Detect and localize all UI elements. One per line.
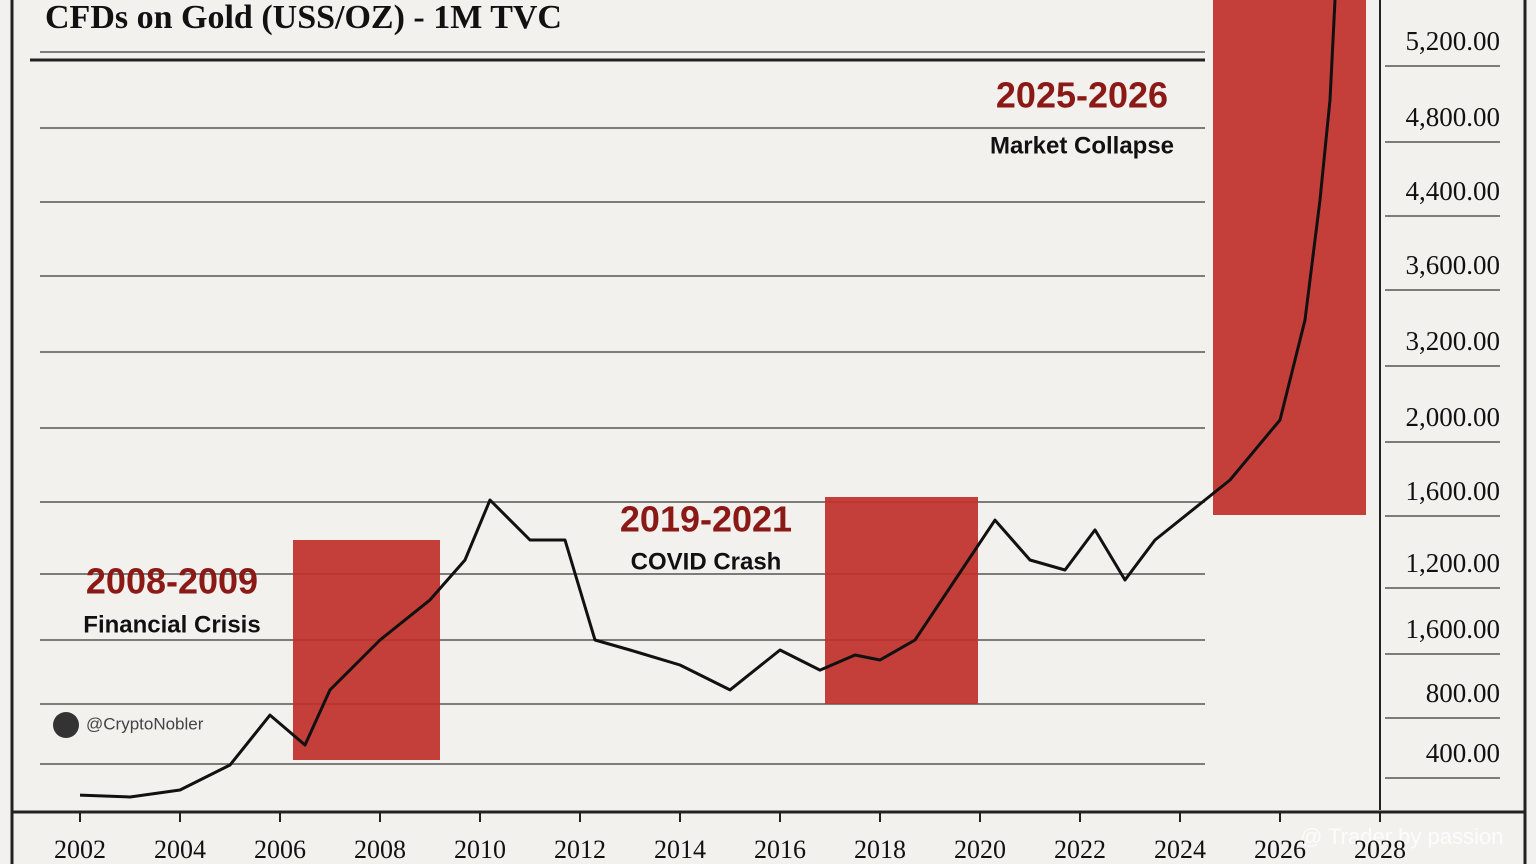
x-tick-label: 2020 (954, 835, 1006, 864)
x-tick-label: 2012 (554, 835, 606, 864)
x-tick-label: 2010 (454, 835, 506, 864)
x-tick-label: 2004 (154, 835, 206, 864)
y-tick-label: 3,600.00 (1406, 250, 1501, 280)
watermark: @CryptoNobler (86, 714, 204, 733)
x-tick-label: 2014 (654, 835, 706, 864)
y-tick-label: 2,000.00 (1406, 402, 1501, 432)
x-tick-label: 2024 (1154, 835, 1206, 864)
x-logo (53, 712, 79, 738)
grid (40, 51, 1500, 779)
annotation-text: COVID Crash (631, 548, 782, 575)
annotation-title: 2019-2021 (620, 499, 792, 540)
highlight-box (1213, 0, 1366, 515)
highlight-box (825, 497, 978, 704)
annotation-text: Financial Crisis (83, 611, 260, 638)
highlight-box (293, 540, 440, 760)
y-tick-label: 4,400.00 (1406, 176, 1501, 206)
y-tick-label: 1,600.00 (1406, 476, 1501, 506)
price-line (79, 0, 1337, 799)
x-tick-label: 2022 (1054, 835, 1106, 864)
x-tick-label: 2026 (1254, 835, 1306, 864)
x-tick-label: 2002 (54, 835, 106, 864)
x-tick-label: 2006 (254, 835, 306, 864)
x-tick-label: 2028 (1354, 835, 1406, 864)
y-tick-label: 800.00 (1426, 678, 1500, 708)
annotation-text: Market Collapse (990, 132, 1174, 159)
y-tick-label: 4,800.00 (1406, 102, 1501, 132)
annotation-title: 2025-2026 (996, 75, 1168, 116)
y-tick-label: 3,200.00 (1406, 326, 1501, 356)
x-tick-label: 2008 (354, 835, 406, 864)
chart-title: CFDs on Gold (USS/OZ) - 1M TVC (45, 0, 562, 36)
y-tick-label: 1,600.00 (1406, 614, 1501, 644)
watermark: @ Trader by passion (1300, 824, 1503, 849)
annotation-title: 2008-2009 (86, 561, 258, 602)
x-tick-label: 2018 (854, 835, 906, 864)
y-tick-label: 1,200.00 (1406, 548, 1501, 578)
y-tick-label: 400.00 (1426, 738, 1500, 768)
y-tick-label: 5,200.00 (1406, 26, 1501, 56)
x-tick-label: 2016 (754, 835, 806, 864)
